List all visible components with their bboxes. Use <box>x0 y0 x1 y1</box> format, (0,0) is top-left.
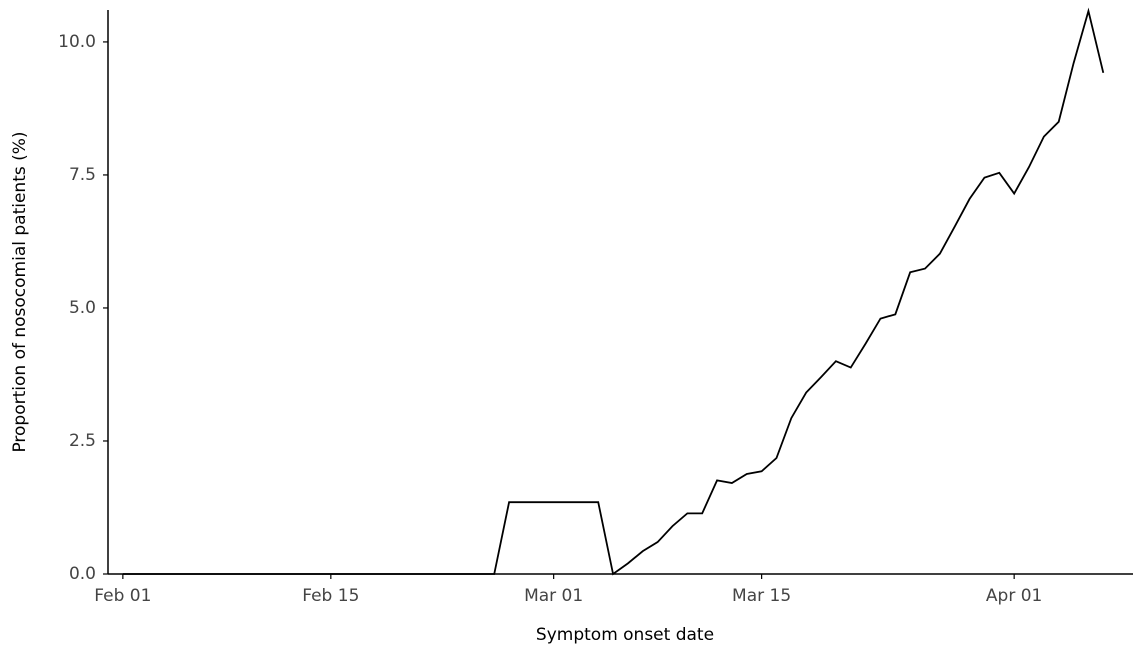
y-tick-label: 0.0 <box>69 564 96 584</box>
y-tick-label: 7.5 <box>69 165 96 185</box>
x-tick-label: Feb 15 <box>302 586 359 606</box>
y-tick-label: 10.0 <box>58 32 96 52</box>
y-tick-label: 2.5 <box>69 431 96 451</box>
x-tick-label: Feb 01 <box>94 586 151 606</box>
x-axis-title: Symptom onset date <box>536 625 714 645</box>
data-line <box>122 7 1105 576</box>
x-tick-label: Apr 01 <box>986 586 1042 606</box>
x-tick-label: Mar 01 <box>524 586 583 606</box>
y-tick-label: 5.0 <box>69 298 96 318</box>
y-axis-title: Proportion of nosocomial patients (%) <box>10 131 30 452</box>
x-tick-label: Mar 15 <box>732 586 791 606</box>
